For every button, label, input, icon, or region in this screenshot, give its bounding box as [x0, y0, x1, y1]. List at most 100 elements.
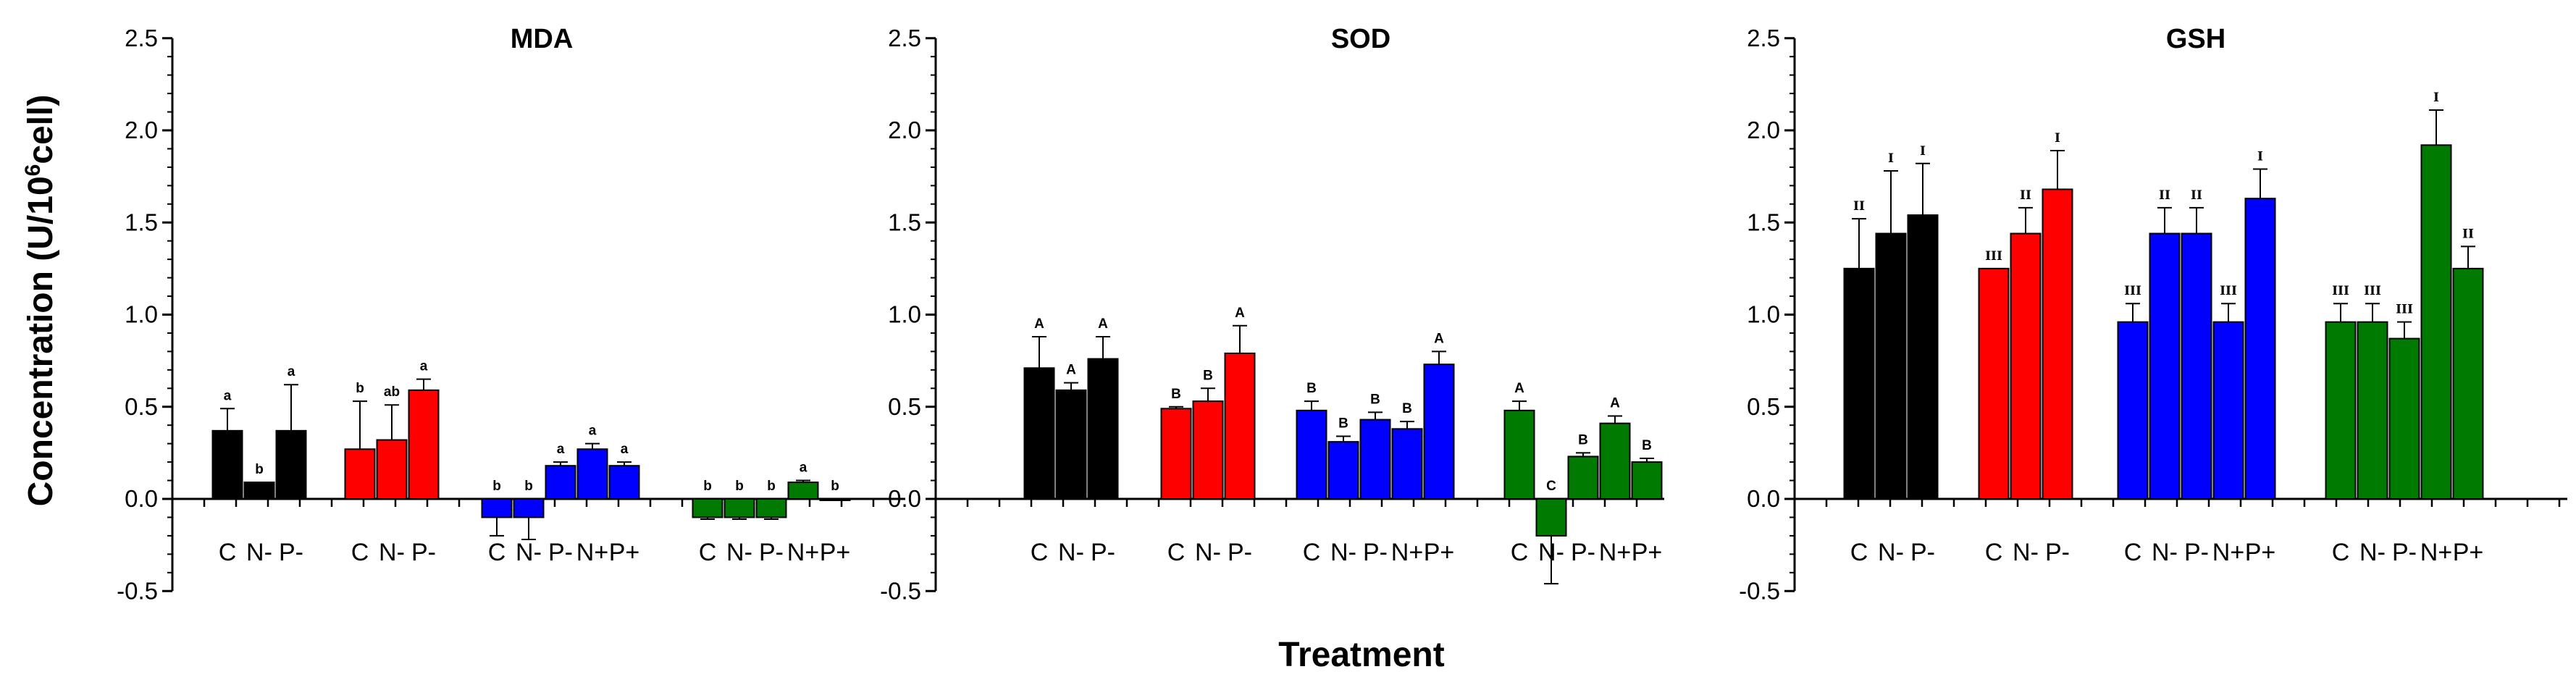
bar: [344, 448, 376, 500]
category-label: P-: [411, 539, 436, 566]
bar: [1224, 352, 1256, 500]
bar-group-2: B C B N- A P-: [1160, 306, 1256, 566]
y-axis-label-tail: cell): [22, 95, 60, 164]
bar: [2117, 321, 2149, 500]
category-label: C: [1031, 539, 1049, 566]
panel-sod: SOD -0.5 0.0 0.5 1.0 1.5 2.0 2.5 A C A N- A P- B C B N- A P…: [880, 24, 1664, 604]
significance-label: A: [1098, 316, 1108, 332]
significance-label: A: [1434, 331, 1444, 346]
significance-label: B: [1370, 392, 1380, 407]
significance-label: III: [1985, 249, 2002, 264]
bar: [513, 498, 545, 518]
bar-group-3: b Cb N-a P-a N+ a P+: [481, 424, 640, 566]
bar: [2452, 267, 2484, 500]
significance-label: b: [767, 479, 776, 494]
significance-label: I: [2433, 91, 2439, 105]
significance-label: C: [1546, 479, 1556, 494]
bar-group-4: A C C N- B P- A N+ B P+: [1503, 381, 1663, 585]
bar-group-1: a Cb N-a P-: [211, 364, 307, 566]
x-axis-label: Treatment: [1278, 636, 1444, 674]
bar: [2149, 232, 2181, 500]
category-label: P-: [2392, 539, 2417, 566]
significance-label: I: [1888, 151, 1894, 166]
category-label: P+: [2453, 539, 2484, 566]
panel-mda: MDA-0.50.00.51.01.52.02.5aCbN-aP-bCabN-a…: [117, 24, 905, 604]
bar-group-4: III C III N- III P- I N+ II P+: [2325, 91, 2484, 566]
category-label: N+: [2420, 539, 2452, 566]
bar: [1296, 409, 1327, 500]
category-label: P-: [1091, 539, 1115, 566]
bar: [1907, 214, 1939, 500]
bar: [275, 429, 307, 500]
bar: [376, 439, 408, 500]
category-label: N-: [1330, 539, 1356, 566]
bar: [1359, 419, 1391, 500]
y-tick-label: -0.5: [1739, 577, 1780, 604]
category-label: C: [699, 539, 717, 566]
significance-label: B: [1203, 368, 1213, 383]
category-label: P+: [1424, 539, 1455, 566]
bar: [243, 482, 275, 500]
category-label: P+: [2245, 539, 2276, 566]
category-label: P+: [820, 539, 851, 566]
y-tick-label: 0.0: [125, 485, 158, 512]
significance-label: I: [2257, 149, 2263, 164]
bar-group-1: II C I N- I P-: [1843, 144, 1939, 566]
y-tick-label: 0.0: [888, 485, 921, 512]
category-label: N-: [2152, 539, 2178, 566]
bar: [819, 498, 851, 501]
bar: [1875, 232, 1907, 500]
bar: [408, 389, 440, 500]
category-label: N+: [2212, 539, 2244, 566]
significance-label: b: [735, 479, 744, 494]
y-tick-label: 2.0: [1747, 117, 1780, 143]
y-axis-label-main: Concentration (U/10: [22, 176, 60, 506]
category-label: P-: [2045, 539, 2070, 566]
category-label: N+: [1599, 539, 1631, 566]
significance-label: a: [420, 359, 428, 374]
bar: [723, 498, 755, 518]
y-tick-label: 0.5: [1747, 393, 1780, 420]
category-label: P-: [2184, 539, 2209, 566]
bar: [2244, 198, 2276, 500]
category-label: N-: [1195, 539, 1221, 566]
bar: [787, 482, 819, 500]
y-tick-label: 2.0: [888, 117, 921, 143]
category-label: P-: [1571, 539, 1595, 566]
y-tick-label: 1.5: [1747, 209, 1780, 235]
y-axis-label-superscript: 6: [21, 164, 45, 177]
bar: [576, 448, 608, 500]
significance-label: I: [1920, 144, 1926, 159]
significance-label: B: [1578, 432, 1588, 447]
significance-label: III: [2220, 284, 2237, 298]
category-label: N-: [2359, 539, 2386, 566]
significance-label: II: [1853, 199, 1865, 214]
significance-label: a: [288, 364, 295, 379]
bar: [1567, 455, 1599, 500]
bar-group-1: A C A N- A P-: [1023, 316, 1119, 566]
significance-label: a: [557, 442, 565, 457]
y-tick-label: 2.0: [125, 117, 158, 143]
significance-label: b: [356, 381, 364, 396]
panel-title: GSH: [2166, 24, 2225, 54]
category-label: P-: [1228, 539, 1252, 566]
bar: [1087, 358, 1119, 500]
category-label: C: [1303, 539, 1321, 566]
significance-label: ab: [384, 384, 400, 400]
category-label: N-: [2013, 539, 2039, 566]
category-label: C: [488, 539, 506, 566]
significance-label: III: [2332, 284, 2349, 298]
significance-label: A: [1034, 316, 1044, 332]
category-label: N-: [726, 539, 752, 566]
significance-label: b: [831, 479, 839, 494]
category-label: N+: [576, 539, 608, 566]
bar: [608, 465, 640, 500]
y-tick-label: 2.5: [125, 25, 158, 51]
category-label: P+: [1632, 539, 1663, 566]
category-label: C: [1850, 539, 1868, 566]
significance-label: b: [703, 479, 712, 494]
significance-label: A: [1235, 306, 1245, 321]
y-tick-label: -0.5: [880, 577, 921, 604]
category-label: C: [1511, 539, 1529, 566]
